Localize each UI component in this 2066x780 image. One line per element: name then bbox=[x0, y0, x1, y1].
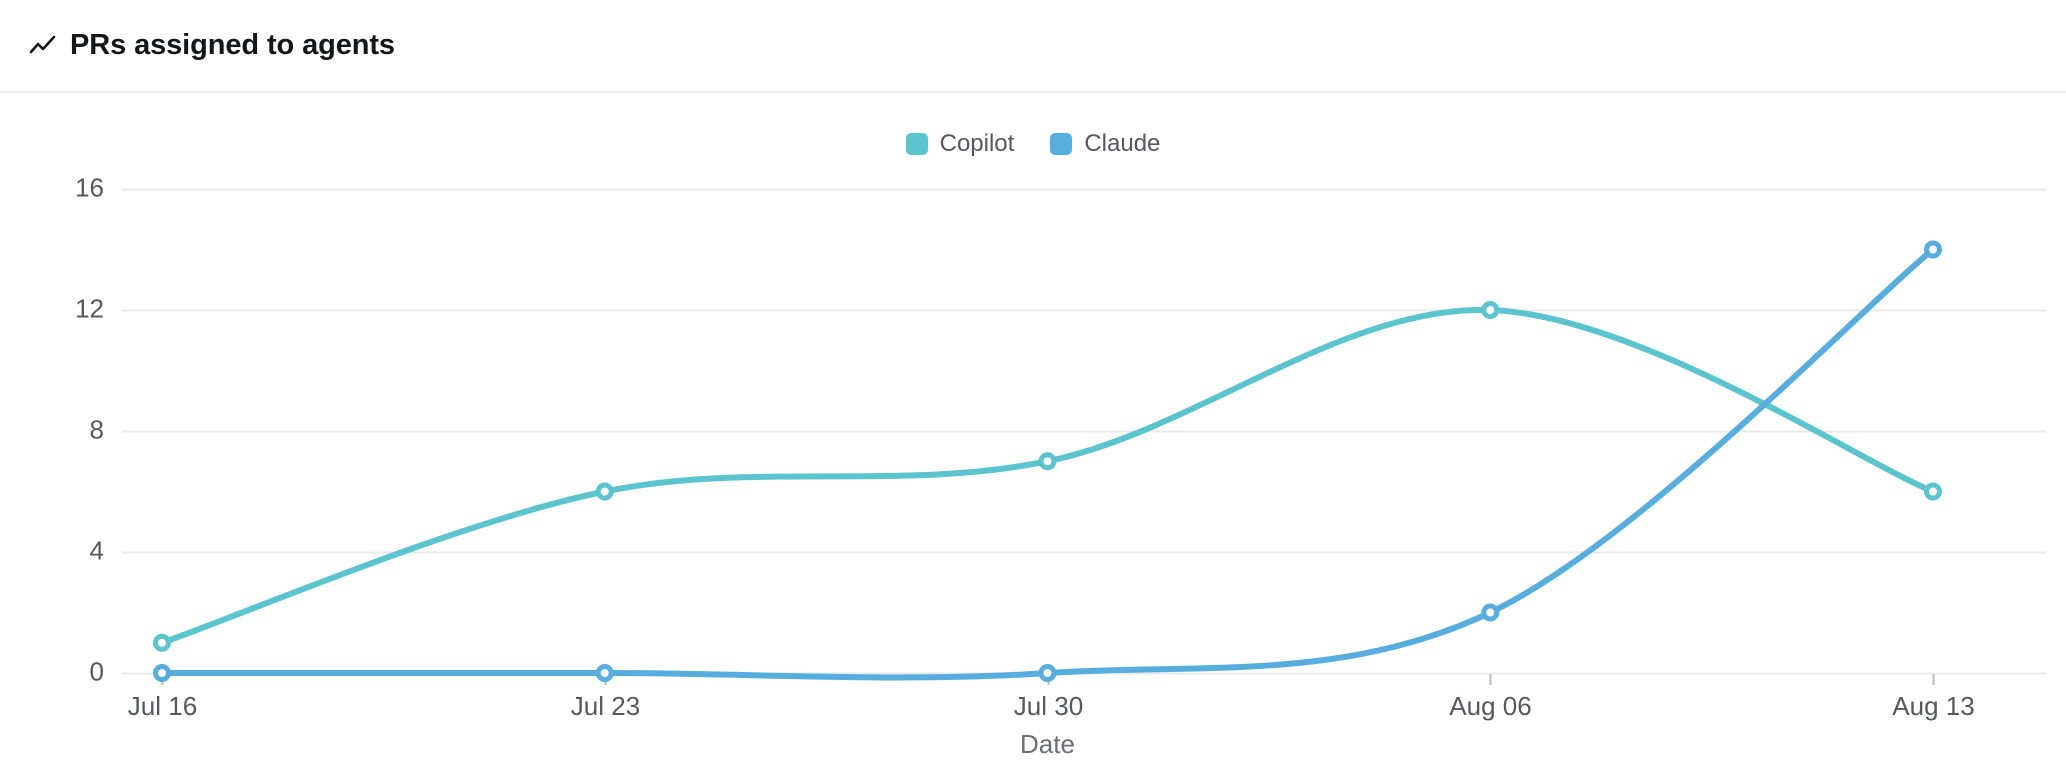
y-axis-tick-label: 4 bbox=[90, 535, 104, 565]
legend-swatch-claude bbox=[1050, 133, 1073, 155]
data-point-claude-1[interactable] bbox=[595, 664, 614, 682]
x-axis-tick-label: Jul 16 bbox=[128, 691, 197, 721]
line-chart-trend-icon bbox=[28, 31, 58, 61]
series-line-claude[interactable] bbox=[159, 246, 1936, 681]
legend-label-copilot: Copilot bbox=[939, 130, 1015, 157]
legend-item-copilot[interactable]: Copilot bbox=[905, 130, 1015, 157]
data-point-copilot-2[interactable] bbox=[1038, 452, 1057, 471]
x-axis-tick-label: Aug 06 bbox=[1449, 691, 1531, 721]
data-point-copilot-4[interactable] bbox=[1924, 482, 1942, 501]
legend-swatch-copilot bbox=[905, 133, 928, 155]
data-point-claude-4[interactable] bbox=[1924, 240, 1942, 259]
data-point-claude-3[interactable] bbox=[1481, 603, 1500, 622]
legend-label-claude: Claude bbox=[1084, 130, 1161, 157]
y-axis-tick-label: 8 bbox=[90, 414, 104, 444]
y-axis-tick-label: 16 bbox=[75, 172, 104, 202]
y-axis-tick-label: 0 bbox=[90, 656, 104, 686]
chart-legend: Copilot Claude bbox=[0, 132, 2066, 156]
data-point-copilot-1[interactable] bbox=[595, 482, 614, 501]
data-point-claude-2[interactable] bbox=[1038, 664, 1057, 682]
x-axis-tick-label: Aug 13 bbox=[1892, 691, 1974, 721]
x-axis-tick-label: Jul 23 bbox=[571, 691, 640, 721]
x-axis-tick-label: Jul 30 bbox=[1014, 691, 1083, 721]
data-point-copilot-0[interactable] bbox=[153, 633, 171, 652]
page-title: PRs assigned to agents bbox=[70, 29, 395, 61]
series-line-copilot[interactable] bbox=[159, 306, 1936, 646]
data-point-claude-0[interactable] bbox=[153, 664, 171, 682]
x-axis-title: Date bbox=[1020, 729, 1075, 759]
y-axis-tick-label: 12 bbox=[75, 293, 104, 323]
legend-item-claude[interactable]: Claude bbox=[1050, 132, 1160, 156]
card-header: PRs assigned to agents bbox=[0, 0, 2066, 93]
data-point-copilot-3[interactable] bbox=[1481, 301, 1500, 319]
